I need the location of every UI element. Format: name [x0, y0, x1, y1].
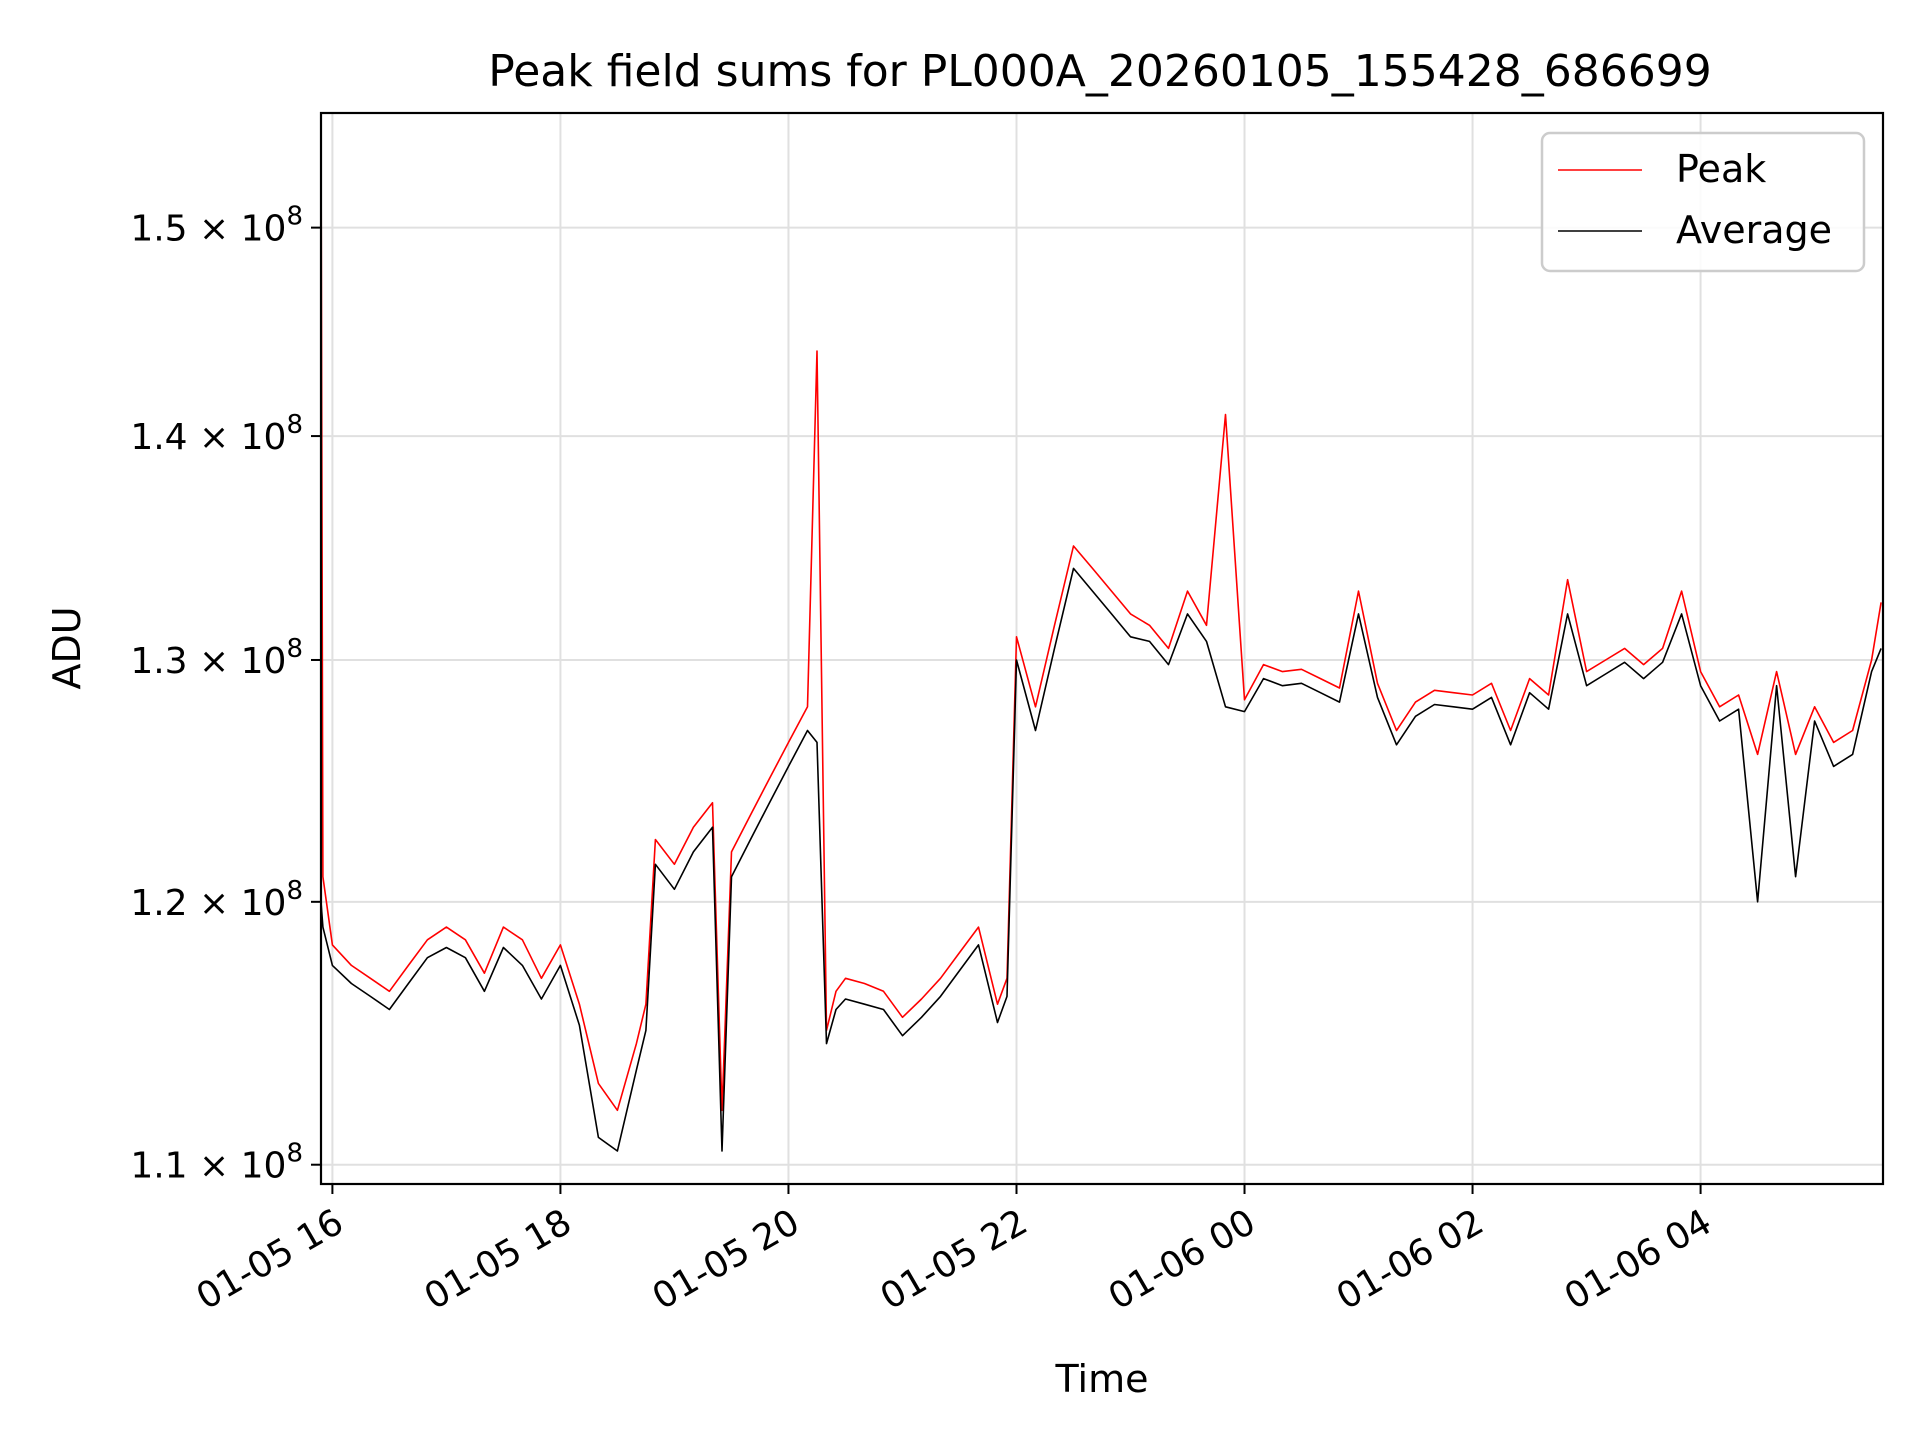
- grid-lines: [321, 113, 1883, 1184]
- legend-label-peak: Peak: [1676, 147, 1766, 191]
- chart-title: Peak field sums for PL000A_20260105_1554…: [488, 46, 1711, 97]
- y-tick-label: 1.3 × 108: [130, 634, 303, 682]
- legend-label-average: Average: [1676, 208, 1832, 252]
- legend: Peak Average: [1540, 131, 1866, 273]
- series-line-peak: [321, 128, 1882, 1112]
- y-tick-label: 1.5 × 108: [130, 202, 303, 250]
- y-axis-label: ADU: [45, 606, 89, 689]
- x-axis-label: Time: [1055, 1357, 1149, 1401]
- y-tick-label: 1.2 × 108: [130, 876, 303, 924]
- series-line-average: [321, 567, 1882, 1152]
- y-tick-label: 1.1 × 108: [130, 1139, 303, 1187]
- series-lines: [321, 128, 1882, 1152]
- legend-box: [1540, 131, 1866, 273]
- y-tick-label: 1.4 × 108: [130, 410, 303, 458]
- y-axis-ticks: 1.1 × 108 1.2 × 108 1.3 × 108 1.4 × 108 1.5 …: [130, 202, 321, 1187]
- plot-area-frame: [319, 111, 1885, 1186]
